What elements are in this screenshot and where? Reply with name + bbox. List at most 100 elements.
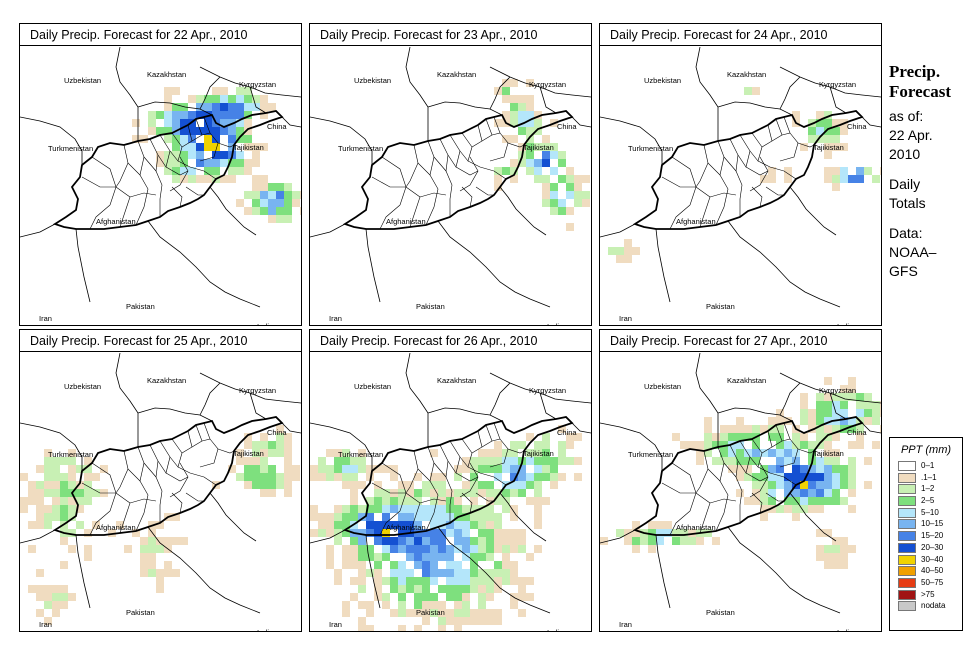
province-border [379, 204, 401, 230]
precip-cell [366, 545, 374, 553]
precip-cell [526, 159, 534, 167]
precip-cell [792, 513, 800, 521]
precip-cell [244, 95, 252, 103]
afghanistan-outline [342, 110, 574, 230]
precip-cell [334, 529, 342, 537]
precip-cell [310, 529, 318, 537]
province-border [155, 476, 163, 523]
precip-cell [228, 127, 236, 135]
precip-cell [478, 481, 486, 489]
precip-cell [768, 449, 776, 457]
precip-cell [832, 425, 840, 433]
precip-cell [768, 497, 776, 505]
precip-cell [534, 175, 542, 183]
precip-cell [358, 529, 366, 537]
precip-cell [204, 119, 212, 127]
precip-cell [60, 513, 68, 521]
precip-cell [486, 553, 494, 561]
country-label-china: China [557, 122, 577, 131]
precip-cell [792, 449, 800, 457]
precip-cell [358, 505, 366, 513]
precip-cell [648, 521, 656, 529]
precip-cell [36, 513, 44, 521]
precip-cell [454, 561, 462, 569]
province-border [707, 140, 725, 176]
precip-cell [832, 183, 840, 191]
province-border [115, 450, 129, 494]
province-border [157, 134, 171, 168]
precip-cell [542, 449, 550, 457]
precip-cell [252, 465, 260, 473]
precip-cell [188, 167, 196, 175]
province-border [199, 438, 219, 468]
country-label-turkmenistan: Turkmenistan [48, 450, 93, 459]
legend-item: 15–20 [890, 530, 962, 542]
precip-cell [382, 593, 390, 601]
precip-cell [430, 553, 438, 561]
precip-cell [534, 111, 542, 119]
precip-cell [342, 609, 350, 617]
precip-cell [422, 489, 430, 497]
precip-cell [550, 457, 558, 465]
precip-cell [840, 553, 848, 561]
precip-grid [600, 377, 881, 569]
precip-cell [526, 79, 534, 87]
precip-cell [398, 593, 406, 601]
precip-cell [510, 111, 518, 119]
country-label-afghanistan: Afghanistan [676, 217, 716, 226]
precip-cell [196, 127, 204, 135]
panel-title: Daily Precip. Forecast for 27 Apr., 2010 [600, 330, 881, 352]
precip-cell [518, 465, 526, 473]
forecast-description: Precip. Forecast as of: 22 Apr. 2010 Dai… [889, 62, 974, 281]
precip-cell [478, 593, 486, 601]
province-border [417, 446, 435, 482]
precip-cell [752, 457, 760, 465]
precip-cell [840, 127, 848, 135]
precip-cell [164, 135, 172, 143]
precip-cell [244, 143, 252, 151]
precip-cell [768, 433, 776, 441]
precip-cell [728, 457, 736, 465]
country-label-iran: Iran [39, 314, 52, 323]
precip-cell [864, 401, 872, 409]
province-border [749, 156, 769, 192]
precip-cell [374, 489, 382, 497]
precip-cell [486, 465, 494, 473]
precip-cell [792, 111, 800, 119]
precip-cell [470, 577, 478, 585]
precip-cell [398, 513, 406, 521]
precip-cell [52, 593, 60, 601]
precip-cell [864, 409, 872, 417]
precip-cell [744, 497, 752, 505]
province-border [797, 142, 815, 148]
precip-cell [390, 569, 398, 577]
precip-cell [164, 87, 172, 95]
country-label-kazakhstan: Kazakhstan [147, 70, 186, 79]
precip-cell [350, 481, 358, 489]
precip-cell [744, 87, 752, 95]
precip-cell [800, 489, 808, 497]
precip-cell [816, 505, 824, 513]
precip-cell [502, 545, 510, 553]
precip-cell [318, 465, 326, 473]
precip-cell [398, 601, 406, 609]
precip-cell [334, 513, 342, 521]
precip-cell [776, 449, 784, 457]
province-border [709, 192, 737, 198]
precip-cell [36, 465, 44, 473]
country-label-uzbekistan: Uzbekistan [644, 382, 681, 391]
precip-cell [518, 441, 526, 449]
precip-cell [76, 465, 84, 473]
precip-cell [832, 561, 840, 569]
precip-cell [196, 143, 204, 151]
precip-cell [840, 167, 848, 175]
precip-cell [704, 441, 712, 449]
precip-cell [366, 529, 374, 537]
precip-cell [342, 521, 350, 529]
province-border [185, 492, 204, 502]
province-border [459, 132, 473, 162]
precip-cell [268, 183, 276, 191]
precip-cell [236, 119, 244, 127]
precip-cell [624, 255, 632, 263]
precip-cell [164, 111, 172, 119]
